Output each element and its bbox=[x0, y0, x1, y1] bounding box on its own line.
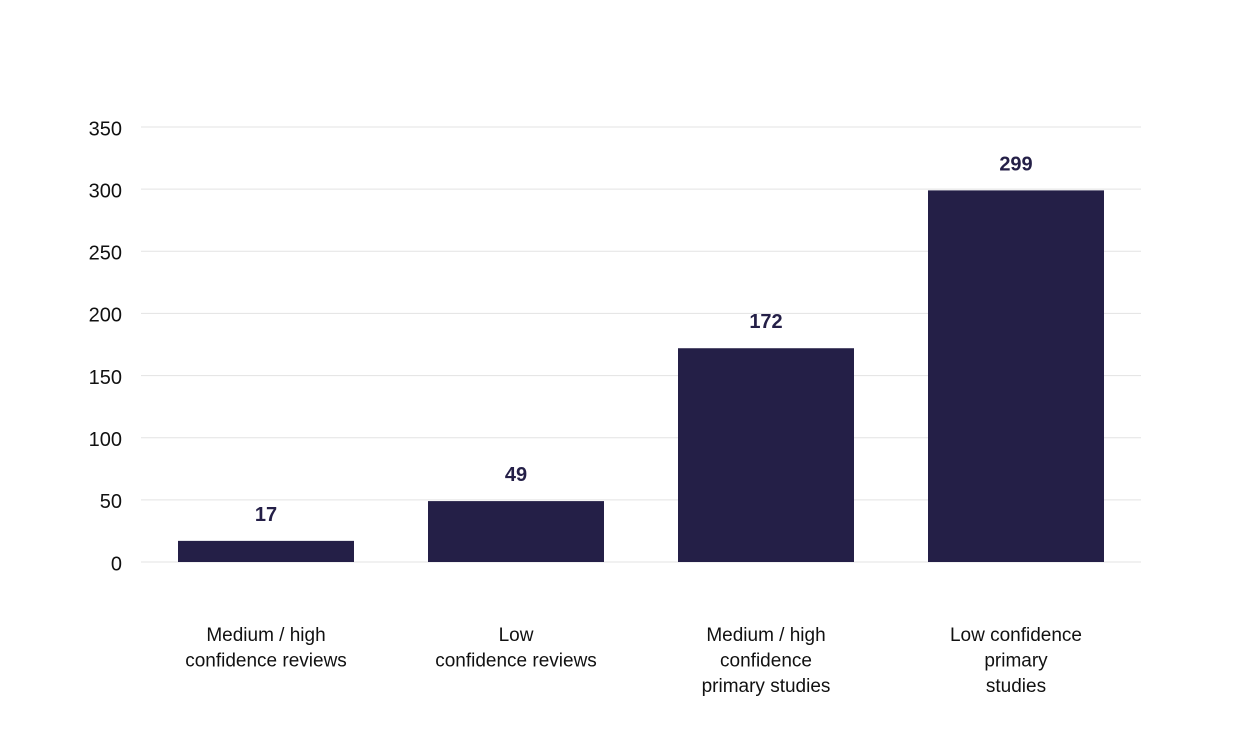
x-tick-label-line: confidence bbox=[720, 651, 812, 672]
data-label: 49 bbox=[505, 464, 527, 486]
x-tick-label-line: studies bbox=[986, 676, 1046, 697]
y-axis-ticks: 0 50 100 150 200 250 300 350 bbox=[89, 118, 122, 575]
x-tick-label-line: Low confidence bbox=[950, 625, 1082, 646]
x-tick-label-line: confidence reviews bbox=[435, 651, 597, 672]
x-tick-label-line: confidence reviews bbox=[185, 651, 347, 672]
bar bbox=[678, 348, 854, 562]
data-label: 172 bbox=[749, 311, 782, 333]
y-tick-label: 50 bbox=[100, 491, 122, 513]
x-tick-label: Low confidence primary studies bbox=[950, 625, 1082, 697]
bar bbox=[178, 540, 354, 562]
data-labels: 17 49 172 299 bbox=[255, 153, 1033, 525]
y-tick-label: 100 bbox=[89, 429, 122, 451]
y-tick-label: 150 bbox=[89, 367, 122, 389]
x-tick-label-line: Low bbox=[499, 625, 534, 646]
data-label: 299 bbox=[999, 153, 1032, 175]
y-tick-label: 250 bbox=[89, 243, 122, 265]
x-tick-label-line: Medium / high bbox=[206, 625, 325, 646]
x-tick-label-line: Medium / high bbox=[706, 625, 825, 646]
bar bbox=[928, 190, 1104, 562]
y-tick-label: 200 bbox=[89, 305, 122, 327]
y-tick-label: 0 bbox=[111, 553, 122, 575]
y-tick-label: 300 bbox=[89, 180, 122, 202]
data-label: 17 bbox=[255, 504, 277, 526]
bars bbox=[178, 190, 1104, 562]
y-tick-label: 350 bbox=[89, 118, 122, 140]
x-tick-label: Low confidence reviews bbox=[435, 625, 597, 672]
x-axis-ticks: Medium / high confidence reviews Low confid… bbox=[185, 625, 1082, 697]
x-tick-label: Medium / high confidence primary studies bbox=[702, 625, 831, 697]
x-tick-label-line: primary studies bbox=[702, 676, 831, 697]
gridlines bbox=[141, 126, 1141, 563]
x-tick-label-line: primary bbox=[984, 651, 1048, 672]
bar bbox=[428, 501, 604, 562]
x-tick-label: Medium / high confidence reviews bbox=[185, 625, 347, 672]
